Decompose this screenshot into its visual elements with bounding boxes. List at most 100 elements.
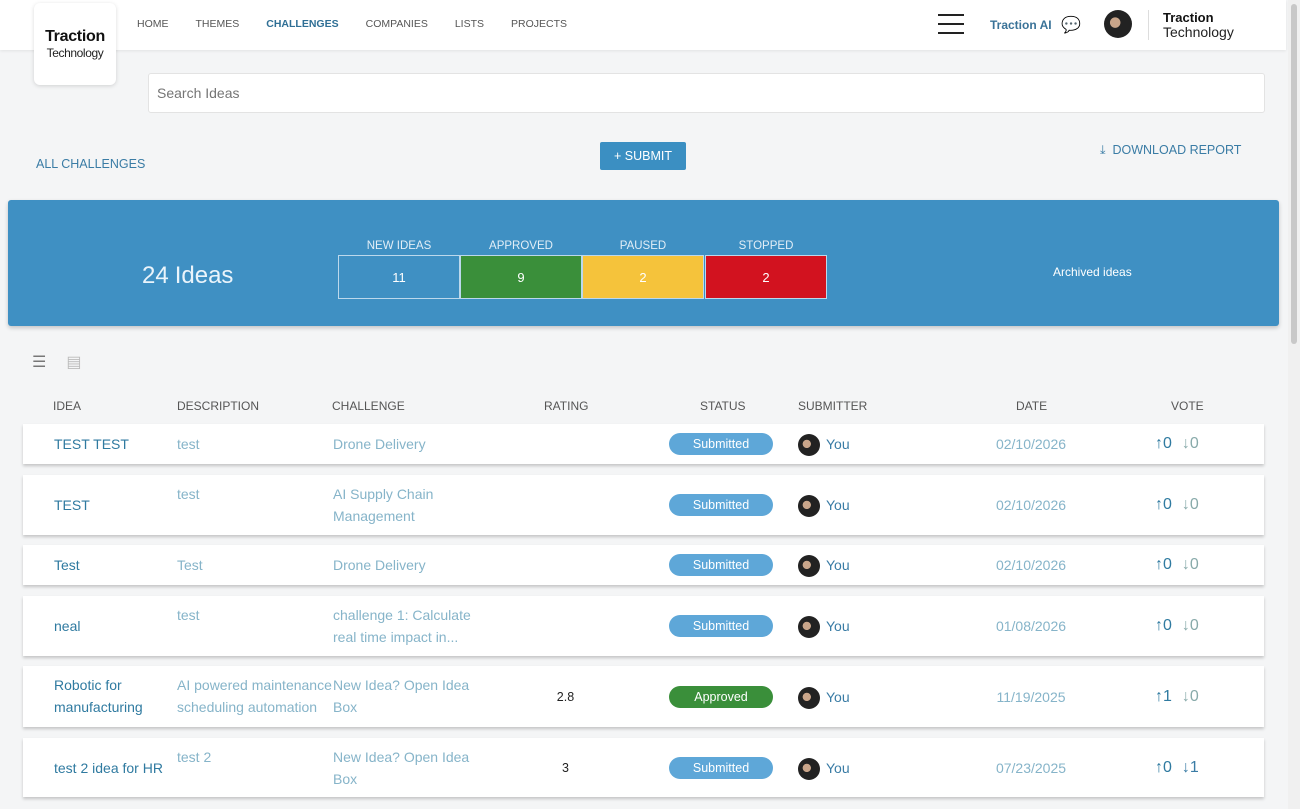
- idea-challenge-link[interactable]: Drone Delivery: [333, 557, 426, 573]
- submitter[interactable]: You: [798, 494, 850, 518]
- upvote-count: 0: [1163, 556, 1172, 573]
- nav-lists[interactable]: LISTS: [454, 18, 485, 30]
- arrow-down-icon: ↓: [1181, 617, 1190, 634]
- column-header-challenge[interactable]: CHALLENGE: [332, 399, 405, 413]
- search-input[interactable]: [148, 73, 1265, 113]
- count-label: Ideas: [174, 262, 234, 289]
- submitter-name: You: [826, 497, 850, 513]
- downvote-button[interactable]: ↓0: [1182, 688, 1199, 705]
- submitter-avatar: [798, 686, 820, 709]
- idea-challenge-link[interactable]: New Idea? Open Idea Box: [333, 677, 470, 715]
- nav-home[interactable]: HOME: [137, 18, 169, 30]
- logo-title: Traction: [45, 28, 105, 45]
- user-avatar[interactable]: [1104, 10, 1132, 38]
- stat-stopped[interactable]: STOPPED 2: [705, 240, 827, 299]
- upvote-button[interactable]: ↑0: [1155, 617, 1172, 634]
- idea-date: 01/08/2026: [995, 618, 1067, 634]
- status-badge: Submitted: [669, 554, 773, 576]
- idea-date: 02/10/2026: [995, 436, 1067, 452]
- table-row[interactable]: Robotic for manufacturing AI powered mai…: [23, 666, 1264, 727]
- hamburger-menu-icon[interactable]: [938, 14, 964, 41]
- column-header-idea[interactable]: IDEA: [53, 399, 82, 413]
- idea-challenge-link[interactable]: challenge 1: Calculate real time impact …: [333, 607, 471, 645]
- archived-ideas-link[interactable]: Archived ideas: [1053, 265, 1132, 279]
- idea-title-link[interactable]: test 2 idea for HR: [54, 759, 163, 776]
- upvote-button[interactable]: ↑0: [1155, 759, 1172, 776]
- upvote-count: 0: [1163, 496, 1172, 513]
- nav-projects[interactable]: PROJECTS: [511, 18, 568, 30]
- logo[interactable]: Traction Technology: [34, 3, 116, 85]
- arrow-down-icon: ↓: [1181, 758, 1190, 776]
- idea-description: test: [177, 486, 200, 502]
- submitter-name: You: [826, 759, 850, 776]
- submitter[interactable]: You: [798, 433, 850, 457]
- logo-sub: Technology: [46, 46, 104, 60]
- submitter-name: You: [826, 436, 850, 452]
- divider: [1148, 10, 1149, 40]
- arrow-up-icon: ↑: [1155, 496, 1163, 513]
- column-header-date[interactable]: DATE: [1016, 399, 1048, 413]
- column-header-status[interactable]: STATUS: [700, 399, 746, 413]
- stat-new-ideas[interactable]: NEW IDEAS 11: [338, 240, 460, 299]
- table-row[interactable]: TEST test AI Supply Chain Management Sub…: [23, 475, 1264, 535]
- card-view-icon[interactable]: ▤: [66, 354, 82, 371]
- list-view-icon[interactable]: ☰: [32, 354, 47, 371]
- arrow-down-icon: ↓: [1181, 435, 1190, 452]
- upvote-count: 1: [1163, 687, 1172, 705]
- idea-title-link[interactable]: Test: [54, 557, 80, 573]
- nav-themes[interactable]: THEMES: [195, 18, 240, 30]
- idea-title-link[interactable]: TEST: [54, 497, 90, 513]
- upvote-count: 0: [1163, 435, 1172, 452]
- downvote-button[interactable]: ↓1: [1182, 759, 1199, 776]
- downvote-button[interactable]: ↓0: [1182, 496, 1199, 513]
- stat-approved[interactable]: APPROVED 9: [460, 240, 582, 299]
- upvote-button[interactable]: ↑0: [1155, 496, 1172, 513]
- status-badge: Submitted: [669, 494, 773, 516]
- submitter[interactable]: You: [798, 615, 850, 639]
- submitter[interactable]: You: [798, 686, 850, 709]
- downvote-button[interactable]: ↓0: [1182, 556, 1199, 573]
- top-navbar: HOME THEMES CHALLENGES COMPANIES LISTS P…: [0, 0, 1286, 50]
- column-header-submitter[interactable]: SUBMITTER: [798, 399, 868, 413]
- main-nav: HOME THEMES CHALLENGES COMPANIES LISTS P…: [137, 18, 594, 30]
- idea-description: test: [177, 436, 200, 452]
- idea-title-link[interactable]: neal: [54, 618, 81, 634]
- vote-controls: ↑0 ↓0: [1155, 615, 1199, 637]
- idea-challenge-link[interactable]: Drone Delivery: [333, 436, 426, 452]
- count-value: 24: [142, 262, 169, 289]
- upvote-button[interactable]: ↑0: [1155, 556, 1172, 573]
- idea-title-link[interactable]: TEST TEST: [54, 436, 129, 452]
- table-row[interactable]: neal test challenge 1: Calculate real ti…: [23, 596, 1264, 656]
- upvote-button[interactable]: ↑1: [1155, 688, 1172, 705]
- downvote-count: 0: [1189, 617, 1199, 634]
- table-row[interactable]: Test Test Drone Delivery Submitted You 0…: [23, 545, 1264, 585]
- nav-challenges[interactable]: CHALLENGES: [266, 18, 339, 30]
- submitter[interactable]: You: [798, 757, 850, 780]
- arrow-down-icon: ↓: [1181, 687, 1190, 705]
- table-row[interactable]: TEST TEST test Drone Delivery Submitted …: [23, 424, 1264, 464]
- nav-companies[interactable]: COMPANIES: [365, 18, 428, 30]
- stat-paused[interactable]: PAUSED 2: [582, 240, 704, 299]
- downvote-button[interactable]: ↓0: [1182, 617, 1199, 634]
- traction-ai-link[interactable]: Traction AI: [990, 18, 1052, 32]
- idea-challenge-link[interactable]: New Idea? Open Idea Box: [333, 749, 470, 787]
- stat-value: 2: [705, 255, 827, 299]
- status-badge: Approved: [669, 685, 773, 708]
- all-challenges-link[interactable]: ALL CHALLENGES: [36, 157, 146, 171]
- upvote-button[interactable]: ↑0: [1155, 435, 1172, 452]
- submit-button[interactable]: + SUBMIT: [600, 142, 686, 170]
- column-header-vote[interactable]: VOTE: [1171, 399, 1204, 413]
- arrow-up-icon: ↑: [1155, 435, 1163, 452]
- idea-challenge-link[interactable]: AI Supply Chain Management: [333, 486, 434, 524]
- scrollbar[interactable]: [1288, 0, 1300, 809]
- submitter-avatar: [798, 434, 820, 457]
- summary-banner: 24 Ideas NEW IDEAS 11 APPROVED 9 PAUSED 2 ST…: [8, 200, 1279, 326]
- column-header-description[interactable]: DESCRIPTION: [177, 399, 260, 413]
- idea-title-link[interactable]: Robotic for manufacturing: [54, 677, 143, 715]
- chat-icon[interactable]: 💬: [1061, 17, 1081, 34]
- download-report-button[interactable]: ⤓ DOWNLOAD REPORT: [1100, 143, 1241, 158]
- column-header-rating[interactable]: RATING: [544, 399, 589, 413]
- table-row[interactable]: test 2 idea for HR test 2 New Idea? Open…: [23, 738, 1264, 797]
- submitter[interactable]: You: [798, 554, 850, 578]
- downvote-button[interactable]: ↓0: [1182, 435, 1199, 452]
